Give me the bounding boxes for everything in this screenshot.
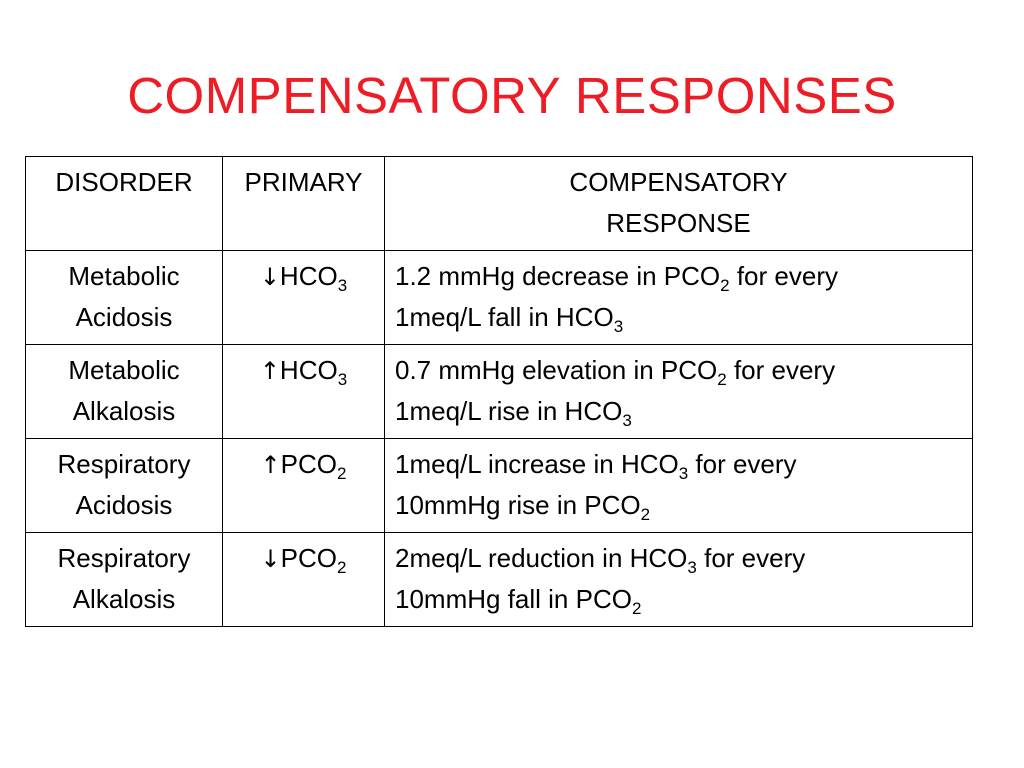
header-disorder: DISORDER bbox=[25, 156, 223, 251]
primary-cell: ↑PCO2 bbox=[222, 438, 385, 533]
up-arrow-icon: ↑ bbox=[260, 451, 281, 479]
disorder-cell: Metabolic Acidosis bbox=[25, 250, 223, 345]
down-arrow-icon: ↓ bbox=[260, 545, 281, 573]
compensatory-response-cell: 1.2 mmHg decrease in PCO2 for every 1meq… bbox=[384, 250, 973, 345]
primary-cell: ↓HCO3 bbox=[222, 250, 385, 345]
compensatory-response-cell: 1meq/L increase in HCO3 for every 10mmHg… bbox=[384, 438, 973, 533]
compensatory-response-cell: 0.7 mmHg elevation in PCO2 for every 1me… bbox=[384, 344, 973, 439]
primary-cell: ↑HCO3 bbox=[222, 344, 385, 439]
disorder-cell: Respiratory Acidosis bbox=[25, 438, 223, 533]
down-arrow-icon: ↓ bbox=[259, 263, 280, 291]
slide-title: COMPENSATORY RESPONSES bbox=[127, 67, 897, 124]
header-compensatory-response: COMPENSATORY RESPONSE bbox=[384, 156, 973, 251]
table-header-row: DISORDER PRIMARY COMPENSATORY RESPONSE bbox=[25, 156, 973, 251]
table-row-respiratory-alkalosis: Respiratory Alkalosis ↓PCO2 2meq/L reduc… bbox=[25, 532, 973, 627]
table-row-metabolic-acidosis: Metabolic Acidosis ↓HCO3 1.2 mmHg decrea… bbox=[25, 250, 973, 345]
header-primary: PRIMARY bbox=[222, 156, 385, 251]
table-row-metabolic-alkalosis: Metabolic Alkalosis ↑HCO3 0.7 mmHg eleva… bbox=[25, 344, 973, 439]
compensatory-responses-table: DISORDER PRIMARY COMPENSATORY RESPONSE M… bbox=[25, 156, 973, 627]
disorder-cell: Respiratory Alkalosis bbox=[25, 532, 223, 627]
table-row-respiratory-acidosis: Respiratory Acidosis ↑PCO2 1meq/L increa… bbox=[25, 438, 973, 533]
disorder-cell: Metabolic Alkalosis bbox=[25, 344, 223, 439]
up-arrow-icon: ↑ bbox=[259, 357, 280, 385]
primary-cell: ↓PCO2 bbox=[222, 532, 385, 627]
compensatory-response-cell: 2meq/L reduction in HCO3 for every 10mmH… bbox=[384, 532, 973, 627]
